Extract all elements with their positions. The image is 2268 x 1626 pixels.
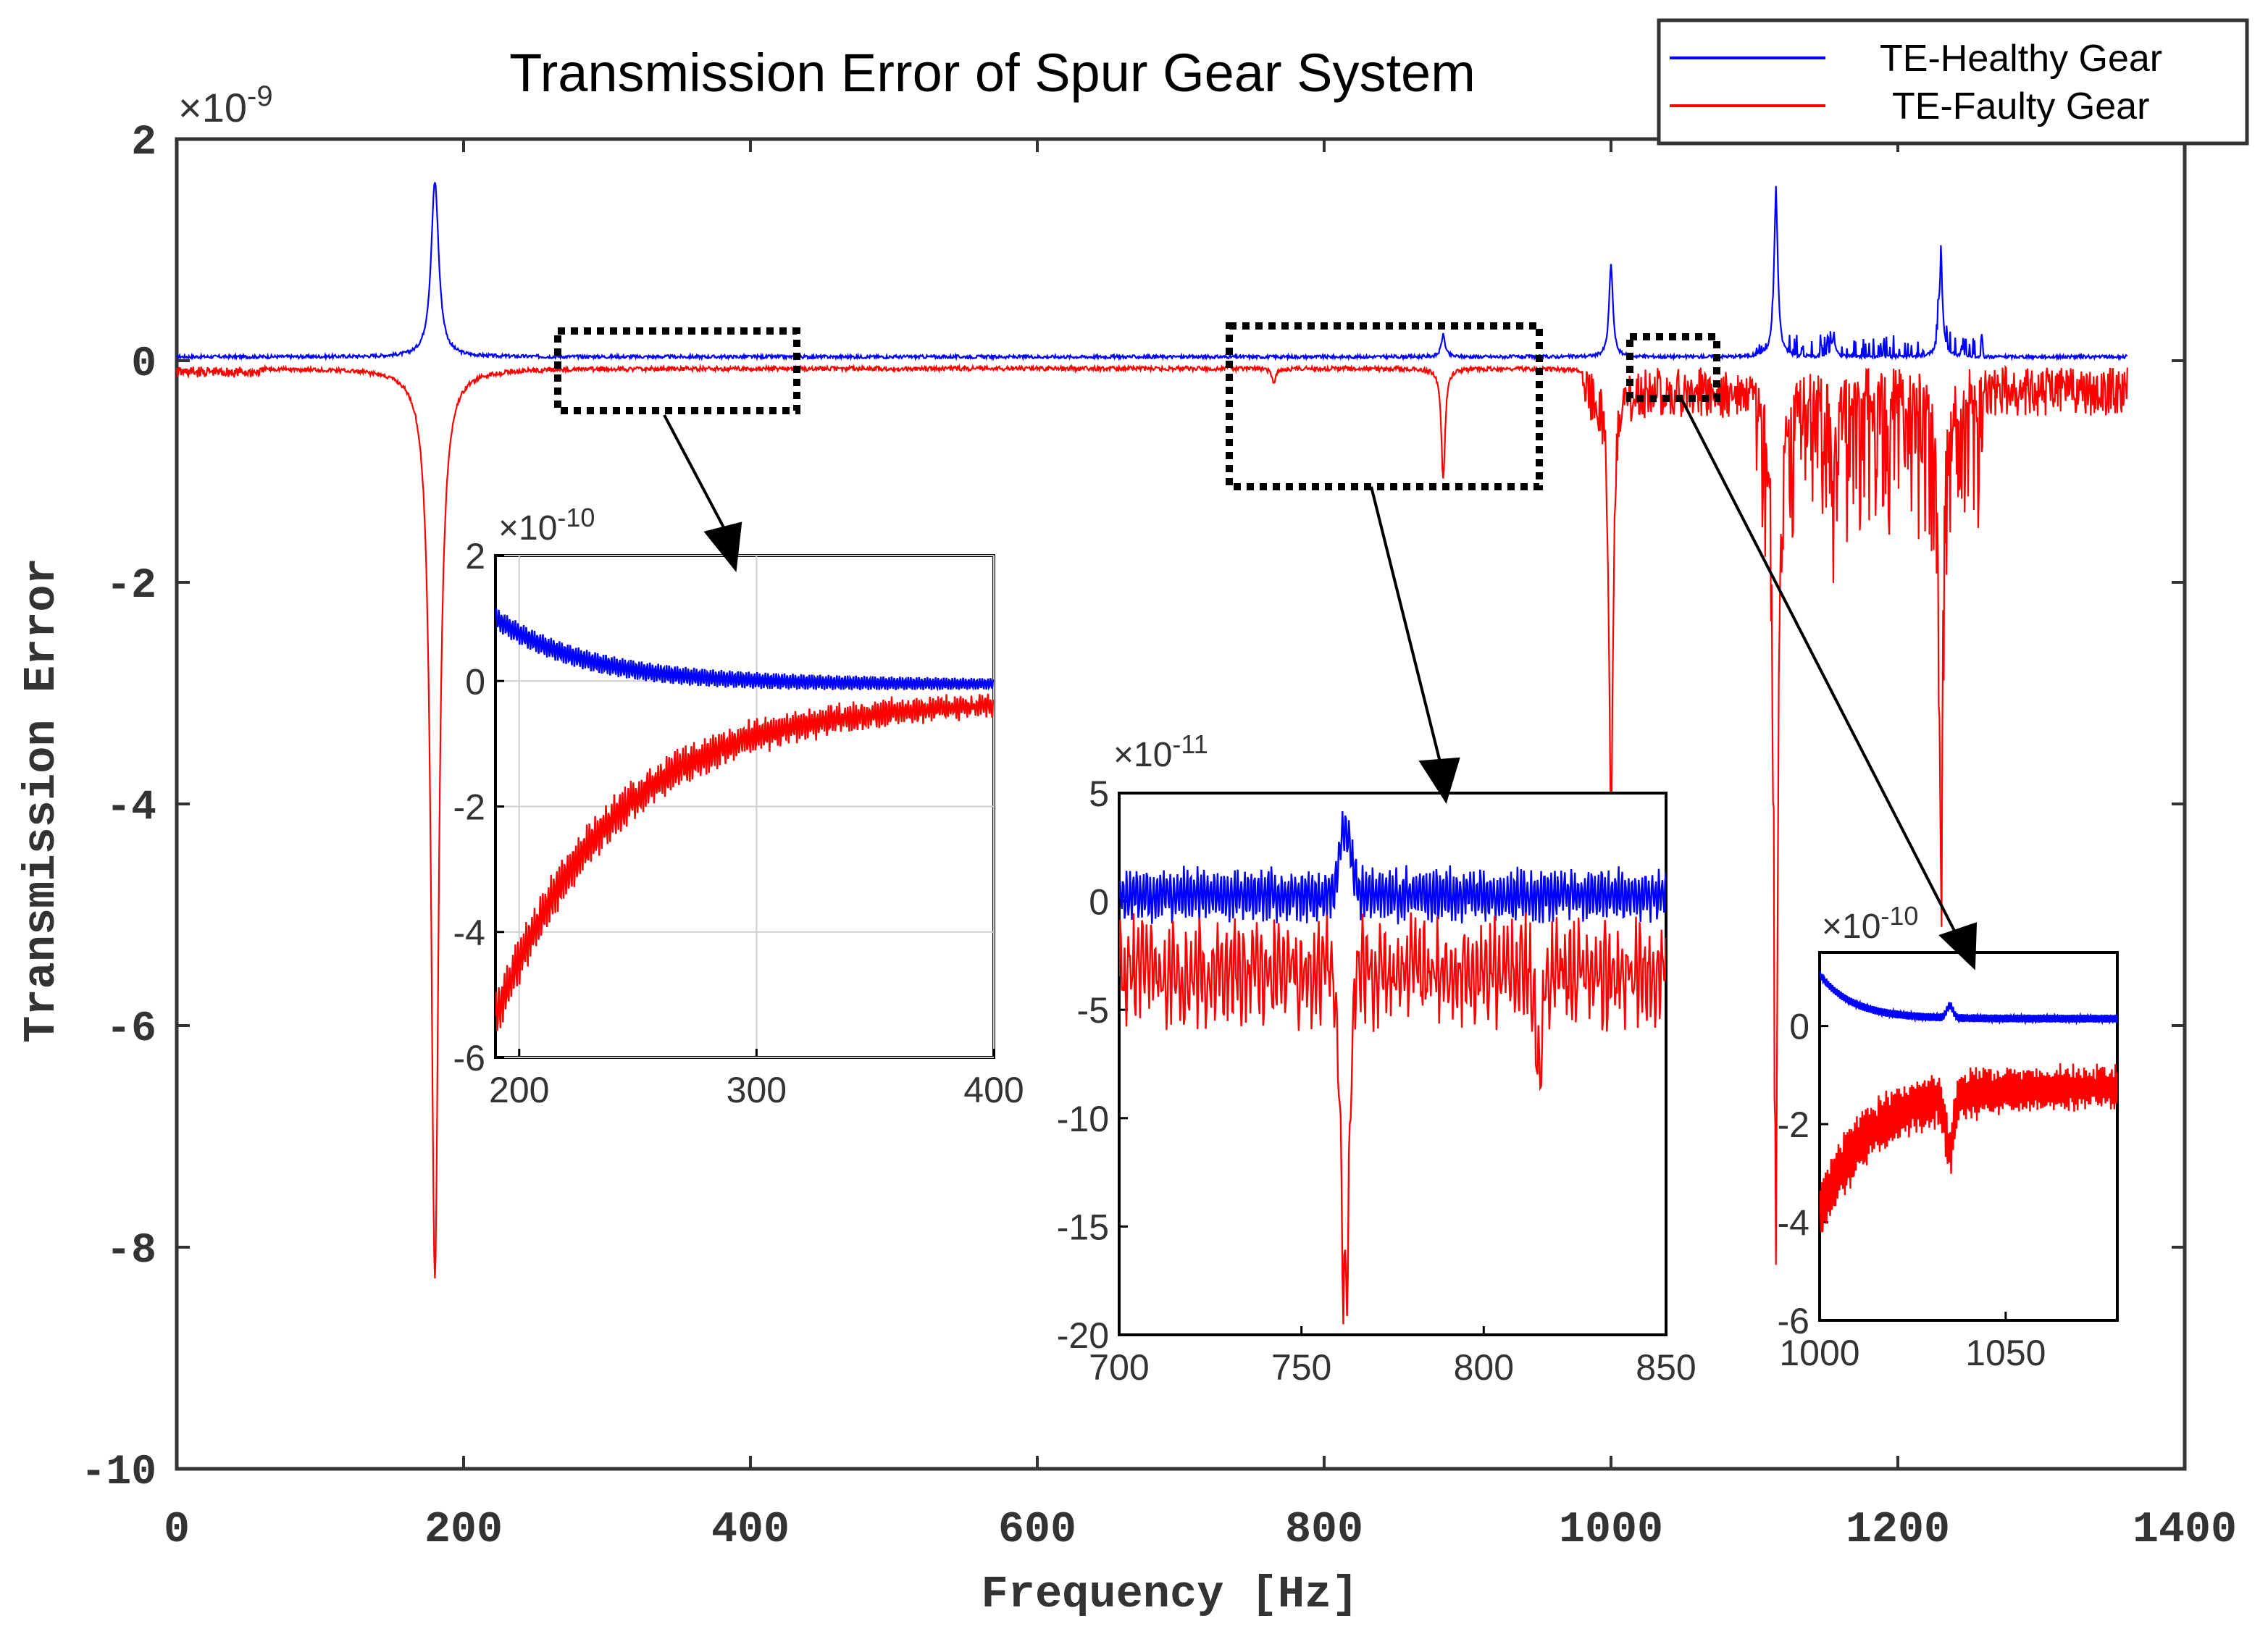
inset-y-tick-label: -5 xyxy=(1077,990,1109,1031)
x-tick-label: 1000 xyxy=(1559,1506,1663,1555)
inset-exponent-label: ×10-10 xyxy=(498,503,595,548)
arrow-2-head xyxy=(1418,757,1460,804)
y-tick-label: -2 xyxy=(106,563,156,610)
x-tick-label: 800 xyxy=(1285,1506,1363,1555)
x-tick-label: 1400 xyxy=(2133,1506,2237,1555)
inset-x-tick-label: 850 xyxy=(1636,1347,1696,1388)
series-line-faulty xyxy=(175,363,2128,1279)
inset-exponent-label: ×10-10 xyxy=(1822,901,1918,946)
inset-y-tick-label: -15 xyxy=(1057,1207,1109,1247)
zoom-box-1 xyxy=(554,327,800,414)
inset-y-tick-label: -2 xyxy=(453,787,485,828)
inset-700-850: 700 750 800 850 5 0 -5 -10 -15 -20 ×10-11 xyxy=(1057,729,1696,1388)
chart-title: Transmission Error of Spur Gear System xyxy=(509,43,1476,103)
inset-faulty-line xyxy=(1119,912,1666,1325)
inset-faulty-line xyxy=(1820,1063,2117,1233)
inset-y-tick-label: 0 xyxy=(1789,1007,1809,1047)
inset-healthy-line xyxy=(1820,971,2117,1026)
y-tick-label: -6 xyxy=(106,1006,156,1053)
y-tick-label: -8 xyxy=(106,1228,156,1275)
inset-y-tick-label: -10 xyxy=(1057,1099,1109,1139)
inset-healthy-line xyxy=(1119,810,1666,925)
inset-y-tick-label: 0 xyxy=(1089,882,1109,923)
inset-healthy-line xyxy=(495,608,994,692)
inset-x-tick-label: 700 xyxy=(1089,1347,1149,1388)
inset-y-tick-label: -4 xyxy=(1778,1203,1809,1244)
inset-y-tick-label: -2 xyxy=(1778,1105,1809,1145)
y-tick-label: 0 xyxy=(131,341,156,388)
inset-x-tick-label: 1050 xyxy=(1965,1333,2046,1373)
x-tick-label: 0 xyxy=(164,1506,190,1555)
zoom-box-2 xyxy=(1226,322,1543,490)
inset-y-tick-label: -6 xyxy=(453,1038,485,1078)
inset-y-tick-label: 2 xyxy=(465,536,485,577)
inset-y-tick-label: -20 xyxy=(1057,1315,1109,1356)
x-tick-label: 600 xyxy=(998,1506,1076,1555)
inset-x-tick-label: 300 xyxy=(727,1070,787,1110)
inset-y-tick-label: 0 xyxy=(465,661,485,702)
inset-x-tick-label: 400 xyxy=(963,1070,1024,1110)
legend-faulty-label: TE-Faulty Gear xyxy=(1892,85,2149,127)
legend-box xyxy=(1657,18,2249,146)
x-tick-label: 200 xyxy=(424,1506,503,1555)
x-tick-label: 400 xyxy=(711,1506,790,1555)
x-axis-label: Frequency [Hz] xyxy=(982,1569,1359,1620)
inset-1000-1080: 1000 1050 0 -2 -4 -6 ×10-10 xyxy=(1778,901,2119,1373)
y-tick-label: 2 xyxy=(131,120,156,167)
inset-y-tick-label: 5 xyxy=(1089,774,1109,814)
y-tick-label: -10 xyxy=(81,1449,156,1496)
arrow-1-head xyxy=(703,521,742,573)
insets-layer: 200 300 400 2 0 -2 -4 -6 ×10-10 700 750 800 850 5 0 -5 -… xyxy=(453,503,2119,1388)
inset-x-tick-label: 750 xyxy=(1271,1347,1331,1388)
legend-healthy-label: TE-Healthy Gear xyxy=(1880,38,2162,80)
inset-200-400: 200 300 400 2 0 -2 -4 -6 ×10-10 xyxy=(453,503,1024,1110)
series-line-healthy xyxy=(176,182,2128,362)
inset-x-tick-label: 200 xyxy=(489,1070,549,1110)
y-tick-label: -4 xyxy=(106,784,156,831)
arrow-3-head xyxy=(1938,922,1978,971)
main-series xyxy=(175,182,2128,1279)
arrow-1 xyxy=(663,414,726,529)
zoom-box-3 xyxy=(1626,333,1720,402)
inset-faulty-line xyxy=(495,693,994,1031)
legend: TE-Healthy Gear TE-Faulty Gear xyxy=(1657,18,2249,146)
inset-x-tick-label: 1000 xyxy=(1779,1333,1859,1373)
zoom-arrows xyxy=(663,399,1978,971)
y-axis-label: Transmission Error xyxy=(16,558,67,1043)
y-exponent-label: ×10-9 xyxy=(178,80,273,130)
x-tick-label: 1200 xyxy=(1846,1506,1950,1555)
arrow-2 xyxy=(1370,486,1441,763)
arrow-3 xyxy=(1681,399,1956,931)
inset-y-tick-label: -6 xyxy=(1778,1301,1809,1341)
inset-700-850-frame xyxy=(1118,792,1667,1336)
inset-x-tick-label: 800 xyxy=(1454,1347,1514,1388)
inset-y-tick-label: -4 xyxy=(453,913,485,953)
inset-exponent-label: ×10-11 xyxy=(1113,729,1208,774)
